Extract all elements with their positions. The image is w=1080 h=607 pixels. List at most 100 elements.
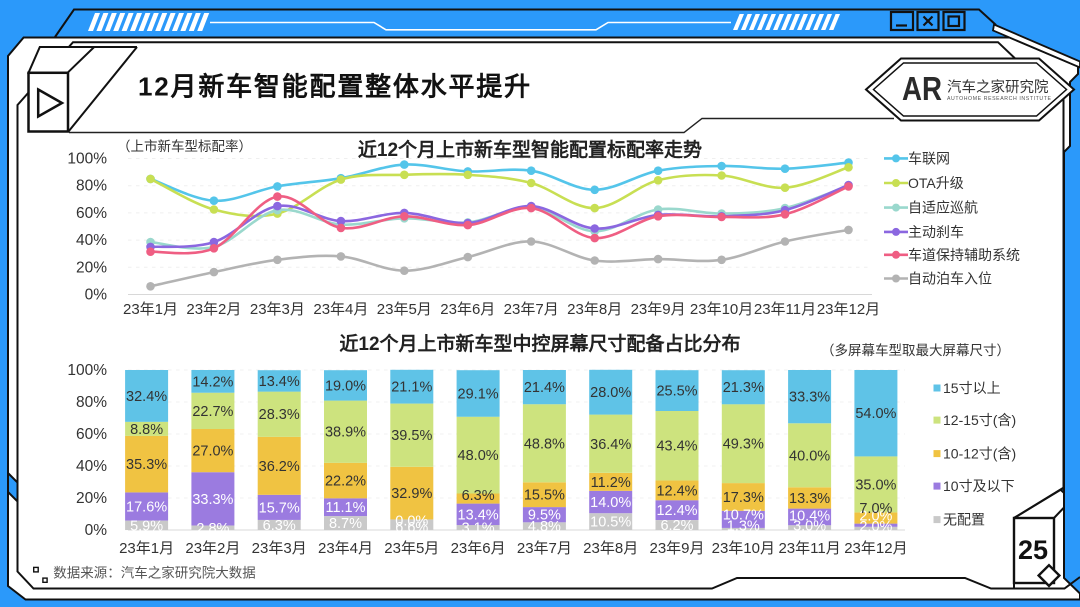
svg-text:13.4%: 13.4% (458, 507, 499, 523)
svg-text:25.5%: 25.5% (656, 384, 697, 400)
svg-text:自动泊车入位: 自动泊车入位 (908, 271, 992, 287)
svg-text:27.0%: 27.0% (192, 444, 233, 460)
svg-text:OTA升级: OTA升级 (908, 175, 964, 191)
svg-text:43.4%: 43.4% (656, 439, 697, 455)
svg-text:32.9%: 32.9% (391, 486, 432, 502)
svg-text:11.1%: 11.1% (325, 500, 365, 516)
svg-text:8.7%: 8.7% (329, 516, 362, 532)
svg-text:15.7%: 15.7% (259, 500, 300, 516)
svg-text:23年2月: 23年2月 (186, 301, 241, 318)
svg-text:近12个月上市新车型中控屏幕尺寸配备占比分布: 近12个月上市新车型中控屏幕尺寸配备占比分布 (339, 332, 740, 355)
svg-text:0.0%: 0.0% (395, 514, 428, 530)
svg-text:无配置: 无配置 (943, 512, 985, 528)
svg-text:80%: 80% (76, 178, 107, 195)
svg-text:23年2月: 23年2月 (185, 540, 240, 557)
svg-text:23年7月: 23年7月 (517, 540, 572, 557)
svg-text:60%: 60% (76, 426, 107, 443)
svg-text:23年8月: 23年8月 (583, 540, 638, 557)
svg-text:36.2%: 36.2% (259, 459, 300, 475)
svg-text:23年12月: 23年12月 (844, 540, 907, 557)
svg-text:25: 25 (1018, 535, 1048, 565)
svg-text:6.6%: 6.6% (395, 520, 428, 536)
svg-text:23年6月: 23年6月 (451, 540, 506, 557)
svg-text:23年1月: 23年1月 (119, 540, 174, 557)
svg-text:自适应巡航: 自适应巡航 (908, 200, 978, 216)
svg-text:13.3%: 13.3% (789, 491, 830, 507)
svg-text:12月新车智能配置整体水平提升: 12月新车智能配置整体水平提升 (138, 72, 532, 102)
svg-text:54.0%: 54.0% (855, 406, 896, 422)
svg-text:1.3%: 1.3% (727, 519, 760, 535)
svg-text:17.3%: 17.3% (723, 490, 764, 506)
svg-text:40%: 40% (76, 232, 107, 249)
svg-text:6.3%: 6.3% (462, 488, 495, 504)
svg-text:AR: AR (902, 70, 942, 107)
svg-text:35.3%: 35.3% (126, 457, 167, 473)
svg-text:23年3月: 23年3月 (250, 301, 305, 318)
svg-text:23年12月: 23年12月 (817, 301, 880, 318)
svg-text:10.7%: 10.7% (723, 507, 764, 523)
svg-text:33.3%: 33.3% (789, 390, 830, 406)
svg-text:0%: 0% (85, 287, 108, 304)
svg-text:22.2%: 22.2% (325, 474, 366, 490)
svg-text:33.3%: 33.3% (192, 492, 233, 508)
svg-text:48.0%: 48.0% (458, 448, 499, 464)
svg-text:2.8%: 2.8% (196, 521, 229, 537)
svg-text:5.9%: 5.9% (130, 518, 163, 534)
svg-text:3.0%: 3.0% (793, 519, 826, 535)
svg-text:23年11月: 23年11月 (754, 301, 816, 318)
svg-text:35.0%: 35.0% (855, 477, 896, 493)
svg-text:23年5月: 23年5月 (384, 540, 439, 557)
svg-text:近12个月上市新车型智能配置标配率走势: 近12个月上市新车型智能配置标配率走势 (358, 138, 702, 161)
svg-text:28.0%: 28.0% (590, 385, 631, 401)
svg-text:4.8%: 4.8% (528, 519, 561, 535)
svg-text:32.4%: 32.4% (126, 389, 167, 405)
svg-text:40%: 40% (76, 458, 107, 475)
svg-text:14.2%: 14.2% (192, 374, 233, 390)
svg-text:3.1%: 3.1% (462, 521, 495, 537)
svg-text:13.4%: 13.4% (259, 374, 300, 390)
svg-text:20%: 20% (76, 259, 107, 276)
svg-text:23年6月: 23年6月 (440, 301, 495, 318)
svg-text:主动刹车: 主动刹车 (908, 224, 964, 240)
svg-text:10-12寸(含): 10-12寸(含) (943, 446, 1016, 462)
svg-text:23年10月: 23年10月 (690, 301, 753, 318)
svg-text:28.3%: 28.3% (259, 407, 300, 423)
svg-text:21.3%: 21.3% (723, 380, 764, 396)
svg-text:23年1月: 23年1月 (123, 301, 178, 318)
svg-text:11.2%: 11.2% (591, 475, 631, 491)
svg-text:数据来源：汽车之家研究院大数据: 数据来源：汽车之家研究院大数据 (53, 565, 256, 581)
svg-text:0%: 0% (85, 522, 108, 539)
svg-text:23年4月: 23年4月 (313, 301, 368, 318)
svg-text:6.3%: 6.3% (263, 518, 296, 534)
svg-text:21.4%: 21.4% (524, 380, 565, 396)
svg-text:29.1%: 29.1% (458, 386, 499, 402)
svg-text:23年4月: 23年4月 (318, 540, 373, 557)
svg-text:车联网: 车联网 (908, 150, 950, 166)
svg-text:10.4%: 10.4% (789, 509, 830, 525)
svg-text:6.2%: 6.2% (660, 518, 693, 534)
svg-text:14.0%: 14.0% (590, 495, 631, 511)
svg-text:汽车之家研究院: 汽车之家研究院 (947, 79, 1049, 96)
svg-text:7.0%: 7.0% (859, 501, 892, 517)
svg-text:9.5%: 9.5% (528, 508, 561, 524)
svg-text:23年3月: 23年3月 (252, 540, 307, 557)
svg-text:49.3%: 49.3% (723, 437, 764, 453)
svg-text:AUTOHOME RESEARCH INSTITUTE: AUTOHOME RESEARCH INSTITUTE (947, 96, 1052, 102)
svg-text:80%: 80% (76, 394, 107, 411)
svg-text:100%: 100% (67, 151, 107, 168)
svg-text:（多屏幕车型取最大屏幕尺寸）: （多屏幕车型取最大屏幕尺寸） (821, 342, 1010, 358)
svg-text:20%: 20% (76, 490, 107, 507)
svg-text:2.0%: 2.0% (859, 509, 892, 525)
svg-text:23年9月: 23年9月 (631, 301, 686, 318)
svg-text:17.6%: 17.6% (126, 500, 167, 516)
svg-text:22.7%: 22.7% (192, 404, 233, 420)
svg-text:12-15寸(含): 12-15寸(含) (943, 412, 1016, 428)
svg-text:15.5%: 15.5% (524, 488, 565, 504)
svg-text:10.5%: 10.5% (590, 515, 631, 531)
svg-text:23年5月: 23年5月 (377, 301, 432, 318)
svg-text:10寸及以下: 10寸及以下 (943, 478, 1015, 494)
svg-text:40.0%: 40.0% (789, 448, 830, 464)
svg-text:19.0%: 19.0% (325, 378, 366, 394)
svg-text:8.8%: 8.8% (130, 422, 163, 438)
svg-text:48.8%: 48.8% (524, 436, 565, 452)
